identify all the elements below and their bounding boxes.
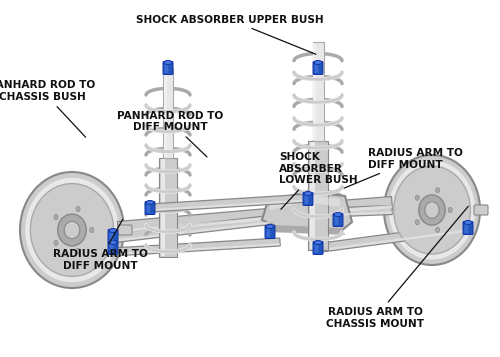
FancyBboxPatch shape (474, 205, 488, 215)
FancyBboxPatch shape (146, 203, 150, 213)
Ellipse shape (436, 227, 440, 232)
Ellipse shape (54, 241, 58, 246)
FancyBboxPatch shape (313, 61, 323, 75)
Ellipse shape (109, 241, 117, 245)
Text: SHOCK
ABSORBER
LOWER BUSH: SHOCK ABSORBER LOWER BUSH (279, 152, 357, 209)
Ellipse shape (384, 155, 480, 265)
Ellipse shape (314, 241, 322, 245)
Polygon shape (318, 223, 468, 252)
FancyBboxPatch shape (303, 192, 313, 206)
FancyBboxPatch shape (314, 243, 318, 253)
Text: PANHARD ROD TO
CHASSIS BUSH: PANHARD ROD TO CHASSIS BUSH (0, 80, 96, 137)
Polygon shape (118, 217, 268, 233)
FancyBboxPatch shape (314, 63, 318, 73)
Ellipse shape (146, 201, 154, 205)
Ellipse shape (54, 215, 58, 220)
Ellipse shape (109, 228, 117, 232)
FancyBboxPatch shape (108, 230, 118, 242)
FancyBboxPatch shape (464, 223, 468, 233)
FancyBboxPatch shape (159, 158, 177, 257)
FancyBboxPatch shape (160, 159, 165, 256)
Ellipse shape (425, 202, 439, 218)
Ellipse shape (436, 188, 440, 193)
FancyBboxPatch shape (463, 221, 473, 235)
Ellipse shape (389, 161, 475, 260)
Ellipse shape (304, 191, 312, 196)
Polygon shape (150, 199, 310, 211)
FancyBboxPatch shape (334, 215, 338, 225)
FancyBboxPatch shape (110, 243, 114, 253)
Polygon shape (340, 211, 392, 216)
Ellipse shape (314, 60, 322, 65)
Polygon shape (262, 192, 352, 232)
Polygon shape (118, 208, 268, 235)
Polygon shape (150, 194, 310, 212)
Polygon shape (115, 221, 270, 242)
FancyBboxPatch shape (312, 42, 324, 141)
FancyBboxPatch shape (313, 43, 316, 140)
FancyBboxPatch shape (108, 241, 118, 255)
Ellipse shape (58, 214, 86, 246)
Ellipse shape (30, 183, 114, 276)
FancyBboxPatch shape (308, 141, 328, 250)
FancyBboxPatch shape (266, 227, 270, 237)
Polygon shape (340, 206, 392, 216)
Text: RADIUS ARM TO
DIFF MOUNT: RADIUS ARM TO DIFF MOUNT (344, 148, 463, 188)
FancyBboxPatch shape (110, 231, 114, 241)
Polygon shape (340, 196, 392, 213)
Text: PANHARD ROD TO
DIFF MOUNT: PANHARD ROD TO DIFF MOUNT (117, 111, 223, 157)
Ellipse shape (76, 248, 80, 253)
Ellipse shape (164, 60, 172, 65)
Polygon shape (268, 225, 345, 235)
FancyBboxPatch shape (118, 225, 132, 235)
Ellipse shape (415, 220, 419, 225)
Polygon shape (318, 229, 468, 252)
FancyBboxPatch shape (163, 68, 173, 158)
Text: RADIUS ARM TO
DIFF MOUNT: RADIUS ARM TO DIFF MOUNT (52, 220, 148, 271)
FancyBboxPatch shape (145, 201, 155, 215)
Ellipse shape (415, 195, 419, 200)
Ellipse shape (266, 225, 274, 228)
Polygon shape (340, 205, 392, 212)
FancyBboxPatch shape (265, 226, 275, 238)
FancyBboxPatch shape (163, 61, 173, 75)
FancyBboxPatch shape (304, 194, 308, 204)
FancyBboxPatch shape (164, 69, 166, 157)
Ellipse shape (25, 178, 119, 282)
Ellipse shape (20, 172, 124, 288)
Polygon shape (270, 195, 340, 210)
Polygon shape (114, 216, 270, 242)
Ellipse shape (90, 227, 94, 232)
Ellipse shape (419, 195, 445, 225)
FancyBboxPatch shape (333, 213, 343, 226)
Text: RADIUS ARM TO
CHASSIS MOUNT: RADIUS ARM TO CHASSIS MOUNT (326, 206, 468, 328)
Ellipse shape (334, 212, 342, 216)
Ellipse shape (76, 207, 80, 212)
Ellipse shape (64, 221, 80, 239)
FancyBboxPatch shape (164, 63, 168, 73)
Ellipse shape (394, 166, 470, 254)
Polygon shape (112, 243, 280, 255)
Text: SHOCK ABSORBER UPPER BUSH: SHOCK ABSORBER UPPER BUSH (136, 15, 324, 54)
FancyBboxPatch shape (310, 142, 314, 249)
Ellipse shape (448, 207, 452, 212)
Polygon shape (112, 238, 280, 256)
FancyBboxPatch shape (313, 241, 323, 255)
Ellipse shape (464, 221, 472, 225)
